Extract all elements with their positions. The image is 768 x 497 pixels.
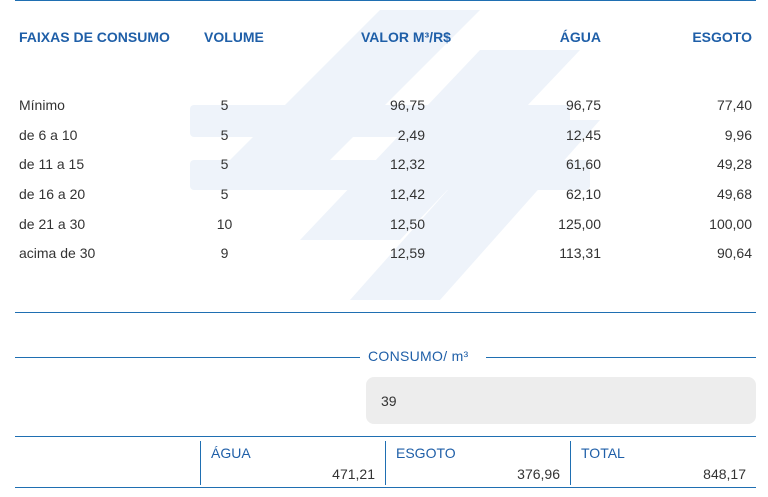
cell-volume: 5: [220, 126, 229, 143]
cell-valor: 96,75: [389, 96, 425, 113]
total-agua-label: ÁGUA: [211, 445, 251, 461]
cell-valor: 2,49: [397, 126, 425, 143]
cell-faixa: acima de 30: [19, 245, 96, 262]
header-esgoto: ESGOTO: [692, 29, 752, 45]
cell-esgoto: 49,68: [716, 185, 752, 202]
cell-valor: 12,59: [389, 245, 425, 262]
table-row: de 21 a 30 10 12,50 125,00 100,00: [15, 209, 756, 239]
fieldset-border-left: [15, 357, 360, 358]
cell-faixa: de 16 a 20: [19, 185, 86, 202]
rates-table: FAIXAS DE CONSUMO VOLUME VALOR M³/R$ ÁGU…: [15, 18, 756, 268]
cell-agua: 12,45: [565, 126, 601, 143]
cell-volume: 5: [220, 185, 229, 202]
cell-esgoto: 9,96: [724, 126, 752, 143]
cell-valor: 12,42: [389, 185, 425, 202]
table-row: de 11 a 15 5 12,32 61,60 49,28: [15, 149, 756, 179]
table-row: acima de 30 9 12,59 113,31 90,64: [15, 238, 756, 268]
table-row: de 6 a 10 5 2,49 12,45 9,96: [15, 120, 756, 150]
cell-faixa: de 6 a 10: [19, 126, 78, 143]
total-esgoto-value: 376,96: [517, 466, 560, 482]
total-agua-value: 471,21: [332, 466, 375, 482]
header-volume: VOLUME: [204, 29, 264, 45]
consumo-label: CONSUMO/ m³: [368, 348, 469, 364]
totals-bar: ÁGUA 471,21 ESGOTO 376,96 TOTAL 848,17: [15, 436, 756, 488]
total-agua-cell: ÁGUA 471,21: [200, 441, 385, 485]
consumo-input[interactable]: [366, 377, 756, 424]
top-divider: [15, 0, 756, 1]
cell-esgoto: 90,64: [716, 245, 752, 262]
total-esgoto-cell: ESGOTO 376,96: [385, 441, 570, 485]
header-valor: VALOR M³/R$: [361, 29, 451, 45]
grand-total-label: TOTAL: [581, 445, 625, 461]
cell-esgoto: 49,28: [716, 156, 752, 173]
cell-volume: 5: [220, 96, 229, 113]
table-header-row: FAIXAS DE CONSUMO VOLUME VALOR M³/R$ ÁGU…: [15, 18, 756, 90]
cell-volume: 5: [220, 156, 229, 173]
total-esgoto-label: ESGOTO: [396, 445, 456, 461]
cell-faixa: de 21 a 30: [19, 215, 86, 232]
cell-agua: 96,75: [565, 96, 601, 113]
cell-volume: 9: [220, 245, 229, 262]
cell-agua: 125,00: [558, 215, 601, 232]
table-row: Mínimo 5 96,75 96,75 77,40: [15, 90, 756, 120]
cell-faixa: de 11 a 15: [19, 156, 85, 173]
header-faixas: FAIXAS DE CONSUMO: [19, 29, 170, 45]
cell-agua: 113,31: [559, 245, 601, 262]
header-agua: ÁGUA: [559, 29, 601, 45]
section-divider: [15, 312, 756, 313]
grand-total-cell: TOTAL 848,17: [570, 441, 756, 485]
cell-agua: 62,10: [565, 185, 601, 202]
cell-faixa: Mínimo: [19, 96, 65, 113]
fieldset-border-right: [486, 357, 756, 358]
cell-agua: 61,60: [565, 156, 601, 173]
cell-esgoto: 77,40: [716, 96, 752, 113]
cell-volume: 10: [216, 215, 233, 232]
cell-esgoto: 100,00: [709, 215, 752, 232]
cell-valor: 12,50: [389, 215, 425, 232]
table-row: de 16 a 20 5 12,42 62,10 49,68: [15, 179, 756, 209]
cell-valor: 12,32: [389, 156, 425, 173]
grand-total-value: 848,17: [703, 466, 746, 482]
